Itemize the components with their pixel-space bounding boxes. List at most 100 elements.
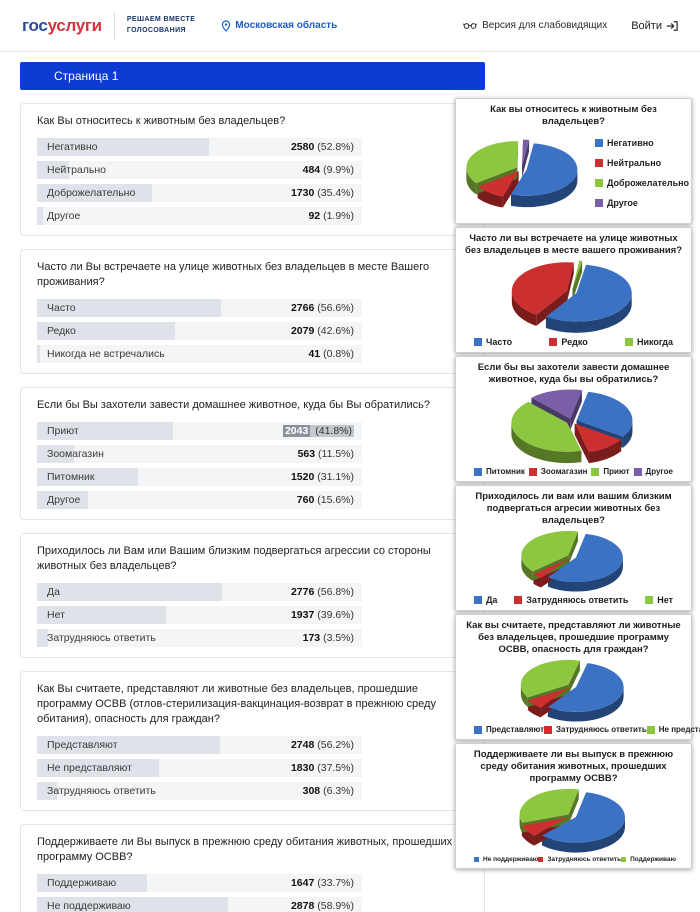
- answer-bar: Негативно 2580 (52.8%): [37, 138, 362, 156]
- answer-bar-fill: [37, 629, 49, 647]
- answer-bar-fill: [37, 207, 44, 225]
- pie-chart-panel: Если бы вы захотели завести домашнее жив…: [455, 356, 692, 482]
- answer-value: 2079 (42.6%): [291, 322, 354, 340]
- chart-body: [464, 656, 683, 724]
- answer-count: 484: [302, 164, 321, 176]
- questions-column: Как Вы относитесь к животным без владель…: [20, 103, 485, 912]
- question-card: Если бы Вы захотели завести домашнее жив…: [20, 387, 485, 520]
- legend-label: Затрудняюсь ответить: [547, 856, 622, 863]
- answer-bar-fill: [37, 345, 40, 363]
- pie-chart-panel: Поддерживаете ли вы выпуск в прежнюю сре…: [455, 743, 692, 869]
- legend-item: Нет: [645, 595, 673, 605]
- answer-label: Негативно: [47, 141, 98, 153]
- legend-label: Не представляют: [658, 725, 700, 734]
- answer-label: Не поддерживаю: [47, 900, 131, 912]
- header: госуслуги РЕШАЕМ ВМЕСТЕ ГОЛОСОВАНИЯ Моск…: [0, 0, 700, 52]
- question-text: Если бы Вы захотели завести домашнее жив…: [37, 399, 431, 411]
- question-card: Как Вы относитесь к животным без владель…: [20, 103, 485, 236]
- pie-3d: [519, 788, 625, 853]
- answer-count: 2776: [290, 586, 315, 598]
- answer-count: 173: [302, 632, 321, 644]
- answer-bar-fill: [37, 736, 220, 754]
- answer-bar: Приют 2043 (41.8%): [37, 422, 362, 440]
- answer-value: 2776 (56.8%): [291, 583, 354, 601]
- chart-body: Негативно Нейтрально Доброжелательно Другое: [464, 128, 689, 219]
- legend-item: Представляют: [474, 725, 544, 734]
- answer-value: 2748 (56.2%): [291, 736, 354, 754]
- legend-swatch-icon: [624, 338, 633, 346]
- answer-percent: (33.7%): [314, 877, 354, 889]
- answer-percent: (58.9%): [314, 900, 354, 912]
- answer-bar: Редко 2079 (42.6%): [37, 322, 362, 340]
- login-button[interactable]: Войти: [631, 20, 678, 32]
- legend-swatch-icon: [474, 725, 482, 734]
- legend-item: Зоомагазин: [528, 467, 588, 476]
- legend-swatch-icon: [538, 857, 544, 862]
- chart-title: Как вы относитесь к животным без владель…: [490, 104, 657, 127]
- logo-part-blue: гос: [22, 15, 48, 35]
- legend-label: Зоомагазин: [540, 467, 588, 476]
- answer-bar: Доброжелательно 1730 (35.4%): [37, 184, 362, 202]
- answer-label: Представляют: [47, 739, 118, 751]
- answer-label: Поддерживаю: [47, 877, 117, 889]
- legend-label: Никогда: [636, 337, 673, 347]
- answer-count: 41: [308, 348, 321, 360]
- answer-bar: Не представляют 1830 (37.5%): [37, 759, 362, 777]
- chart-body: [464, 257, 683, 336]
- answer-value: 308 (6.3%): [303, 782, 354, 800]
- answer-value: 484 (9.9%): [303, 161, 354, 179]
- legend-swatch-icon: [633, 467, 642, 476]
- pie-3d: [520, 659, 624, 722]
- page-title: Страница 1: [54, 69, 119, 83]
- answer-value: 2878 (58.9%): [291, 897, 354, 912]
- pie-3d: [466, 139, 578, 208]
- answer-label: Доброжелательно: [47, 187, 136, 199]
- answer-percent: (41.8%): [310, 425, 354, 437]
- answer-bar-fill: [37, 299, 221, 317]
- location-pin-icon: [222, 19, 231, 32]
- legend-item: Затрудняюсь ответить: [538, 856, 621, 863]
- legend-label: Приют: [603, 467, 630, 476]
- gosuslugi-logo[interactable]: госуслуги: [22, 16, 102, 36]
- legend-item: Нейтрально: [595, 158, 683, 168]
- chart-title: Если бы вы захотели завести домашнее жив…: [477, 362, 670, 385]
- accessibility-label: Версия для слабовидящих: [482, 20, 608, 31]
- legend-item: Доброжелательно: [595, 178, 689, 188]
- legend-label: Другое: [645, 467, 674, 476]
- legend-item: Другое: [633, 467, 674, 476]
- answer-count: 2079: [290, 325, 315, 337]
- pie-3d: [511, 389, 633, 463]
- chart-legend: Питомник Зоомагазин Приют Другое: [464, 466, 683, 477]
- login-label: Войти: [631, 19, 662, 32]
- legend-label: Да: [486, 595, 498, 605]
- answer-bar: Нейтрально 484 (9.9%): [37, 161, 362, 179]
- legend-item: Редко: [549, 337, 588, 347]
- answer-bar-fill: [37, 874, 147, 892]
- answer-value: 41 (0.8%): [308, 345, 354, 363]
- answer-percent: (52.8%): [314, 141, 354, 153]
- question-text: Приходилось ли Вам или Вашим близким под…: [37, 545, 431, 572]
- region-selector[interactable]: Московская область: [221, 19, 337, 32]
- page-banner: Страница 1: [20, 62, 485, 90]
- legend-label: Часто: [486, 337, 513, 347]
- answer-count: 1937: [290, 609, 315, 621]
- answer-bar: Да 2776 (56.8%): [37, 583, 362, 601]
- answer-bar: Никогда не встречались 41 (0.8%): [37, 345, 362, 363]
- legend-item: Часто: [474, 337, 512, 347]
- charts-column: Как вы относитесь к животным без владель…: [455, 98, 700, 872]
- answer-bar: Затрудняюсь ответить 173 (3.5%): [37, 629, 362, 647]
- legend-label: Затрудняюсь ответить: [526, 595, 629, 605]
- answer-value: 1937 (39.6%): [291, 606, 354, 624]
- accessibility-version-link[interactable]: Версия для слабовидящих: [463, 20, 607, 31]
- answer-count: 2878: [290, 900, 315, 912]
- pie-chart-panel: Часто ли вы встречаете на улице животных…: [455, 227, 692, 353]
- chart-legend: Да Затрудняюсь ответить Нет: [464, 594, 683, 606]
- answer-label: Часто: [47, 302, 76, 314]
- legend-swatch-icon: [595, 139, 603, 148]
- answer-bar-fill: [37, 897, 229, 912]
- legend-label: Представляют: [486, 725, 544, 734]
- header-tagline: РЕШАЕМ ВМЕСТЕ ГОЛОСОВАНИЯ: [127, 15, 195, 35]
- chart-body: [464, 785, 683, 855]
- answer-value: 1830 (37.5%): [291, 759, 354, 777]
- chart-legend: Часто Редко Никогда: [464, 336, 683, 348]
